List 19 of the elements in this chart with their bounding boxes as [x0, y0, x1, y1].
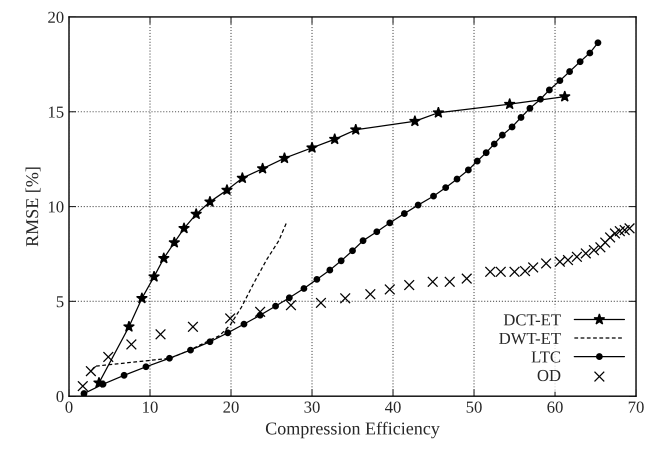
x-tick-label: 10 — [143, 402, 158, 413]
y-tick-label: 5 — [56, 296, 64, 308]
x-tick-label: 40 — [385, 402, 401, 413]
x-tick-label: 60 — [547, 402, 563, 413]
x-tick-label: 0 — [65, 402, 73, 413]
y-tick-label: 10 — [48, 201, 64, 213]
x-axis-title: Compression Efficiency — [266, 422, 440, 438]
y-tick-label: 0 — [56, 390, 64, 402]
legend-label: DWT-ET — [499, 332, 561, 344]
x-tick-label: 50 — [466, 402, 482, 413]
x-tick-label: 30 — [304, 402, 320, 413]
y-tick-label: 20 — [48, 12, 64, 23]
x-tick-label: 70 — [628, 402, 644, 413]
legend-label: OD — [538, 370, 560, 382]
y-tick-label: 15 — [48, 106, 64, 118]
legend-label: DCT-ET — [504, 314, 561, 326]
legend-label: LTC — [532, 351, 560, 363]
y-axis-title: RMSE [%] — [26, 168, 40, 246]
x-tick-label: 20 — [223, 402, 239, 413]
